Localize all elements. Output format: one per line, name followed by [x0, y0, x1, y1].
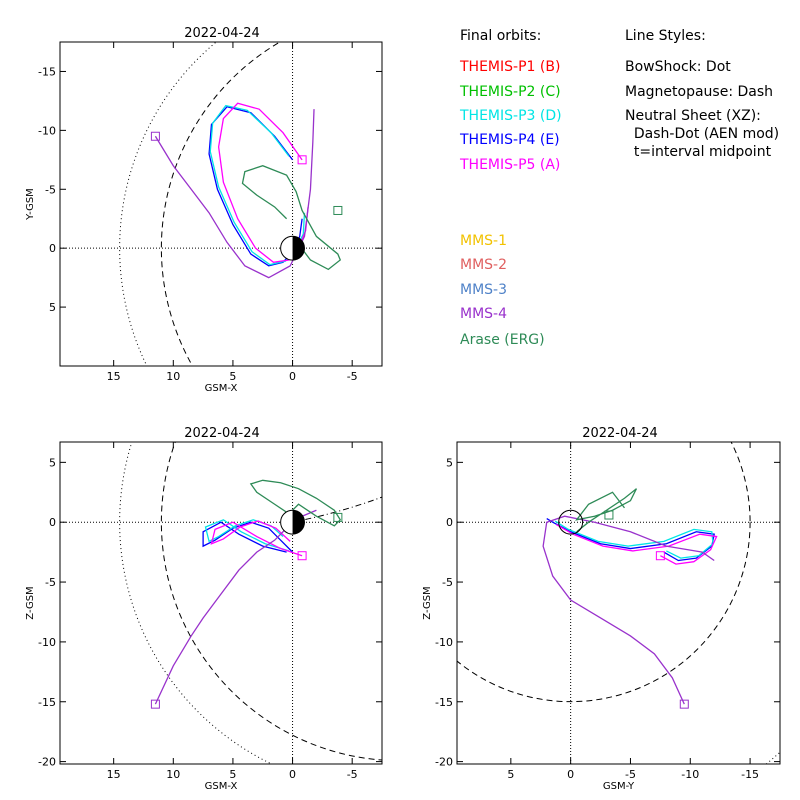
yz-earth-icon	[558, 509, 584, 535]
xy-earth-night-side	[292, 236, 305, 261]
xz-bowshock-curve	[119, 442, 273, 764]
yz-ytick-label-2: -5	[442, 576, 453, 589]
legend-mms-4: MMS-4	[460, 306, 507, 322]
yz-frame	[456, 441, 781, 765]
legend-arase: Arase (ERG)	[460, 332, 545, 348]
xz-ytick-label-2: -5	[45, 576, 56, 589]
yz-series-0	[546, 518, 715, 562]
xy-plot-area	[60, 42, 382, 366]
yz-ytick-label-3: -10	[435, 636, 453, 649]
xy-ytick-label-1: -10	[38, 124, 56, 137]
xz-ytick-label-3: -10	[38, 636, 56, 649]
yz-series-3	[542, 515, 715, 705]
yz-plot-area	[457, 442, 780, 764]
xy-xtick-label-3: 0	[289, 370, 296, 383]
xz-ytick-label-4: -15	[38, 696, 56, 709]
xz-marker-0	[297, 551, 307, 561]
xz-marker-2	[333, 512, 343, 522]
legend-themis-p1: THEMIS-P1 (B)	[459, 59, 560, 75]
xy-marker-1	[150, 131, 160, 141]
legend-mms-3: MMS-3	[460, 282, 507, 298]
yz-marker-2	[604, 510, 614, 520]
xz-ytick-label-5: -20	[38, 756, 56, 769]
yz-xtick-label-1: 0	[567, 768, 574, 781]
xy-ytick-label-2: -5	[45, 183, 56, 196]
xz-marker-1	[150, 699, 160, 709]
xy-series-3	[154, 109, 315, 279]
yz-ytick-label-0: 5	[446, 456, 453, 469]
xy-xtick-label-0: 15	[107, 370, 121, 383]
yz-marker-1	[679, 699, 689, 709]
legend-themis-p2: THEMIS-P2 (C)	[459, 84, 561, 100]
line-style-bowshock: BowShock: Dot	[625, 59, 731, 75]
xz-xtick-label-3: 0	[289, 768, 296, 781]
xz-xtick-label-1: 10	[166, 768, 180, 781]
yz-ytick-label-5: -20	[435, 756, 453, 769]
xz-xtick-label-0: 15	[107, 768, 121, 781]
xy-marker-2	[333, 205, 343, 215]
yz-ytick-label-4: -15	[435, 696, 453, 709]
yz-ytick-label-1: 0	[446, 516, 453, 529]
yz-panel-title: 2022-04-24	[582, 426, 658, 441]
yz-bowshock-curve	[765, 751, 780, 764]
xy-ylabel: Y-GSM	[25, 188, 36, 221]
final-orbits-title: Final orbits:	[460, 28, 541, 44]
yz-marker-0	[655, 551, 665, 561]
xz-xtick-label-4: -5	[347, 768, 358, 781]
legend-themis-p3: THEMIS-P3 (D)	[459, 108, 562, 124]
xz-panel: 15 10 5 0 -5 5 0 -5 -10 -15 -20 GSM-X Z-GSM	[25, 441, 383, 792]
xz-ylabel: Z-GSM	[25, 586, 36, 619]
xy-xtick-label-2: 5	[229, 370, 236, 383]
yz-xtick-label-4: -15	[741, 768, 759, 781]
legend-mms-1: MMS-1	[460, 233, 507, 249]
yz-magnetopause-curve	[457, 442, 751, 703]
xy-ytick-label-3: 0	[49, 242, 56, 255]
xz-series-2	[210, 520, 303, 557]
line-style-magnetopause: Magnetopause: Dash	[625, 84, 773, 100]
xy-magnetopause-curve	[160, 42, 282, 366]
xy-frame	[59, 41, 383, 367]
xz-series-4	[249, 479, 342, 527]
xz-xlabel: GSM-X	[205, 781, 238, 792]
xz-frame	[59, 441, 383, 765]
xy-panel-title: 2022-04-24	[184, 26, 260, 41]
xy-xtick-label-4: -5	[347, 370, 358, 383]
yz-series-4	[575, 488, 638, 533]
legend-mms-2: MMS-2	[460, 257, 507, 273]
xz-ytick-label-1: 0	[49, 516, 56, 529]
yz-series-1	[554, 520, 714, 559]
line-style-midpoint-note: t=interval midpoint	[625, 144, 772, 160]
xz-ytick-label-0: 5	[49, 456, 56, 469]
xz-earth-night-side	[292, 510, 305, 535]
xz-xtick-label-2: 5	[229, 768, 236, 781]
legend: Final orbits: Line Styles: THEMIS-P1 (B)…	[459, 28, 779, 348]
legend-themis-p4: THEMIS-P4 (E)	[459, 132, 560, 148]
yz-panel: 5 0 -5 -10 -15 5 0 -5 -10 -15 -20 GSM-Y Z-GSM	[422, 441, 781, 792]
yz-series-2	[555, 524, 718, 565]
yz-ylabel: Z-GSM	[422, 586, 433, 619]
xz-panel-title: 2022-04-24	[184, 426, 260, 441]
yz-xtick-label-2: -5	[625, 768, 636, 781]
xy-xtick-label-1: 10	[166, 370, 180, 383]
xy-xlabel: GSM-X	[205, 383, 238, 394]
line-styles-title: Line Styles:	[625, 28, 706, 44]
yz-xlabel: GSM-Y	[603, 781, 635, 792]
xy-series-4	[241, 165, 342, 271]
xy-ytick-label-4: 5	[49, 301, 56, 314]
xz-series-0	[202, 521, 294, 553]
line-style-neutral-sheet-detail: Dash-Dot (AEN mod)	[625, 126, 779, 142]
legend-themis-p5: THEMIS-P5 (A)	[459, 157, 560, 173]
xy-marker-0	[297, 155, 307, 165]
yz-xtick-label-3: -10	[681, 768, 699, 781]
xy-ytick-label-0: -15	[38, 65, 56, 78]
xz-plot-area	[60, 442, 382, 764]
yz-xtick-label-0: 5	[507, 768, 514, 781]
line-style-neutral-sheet: Neutral Sheet (XZ):	[625, 108, 761, 124]
